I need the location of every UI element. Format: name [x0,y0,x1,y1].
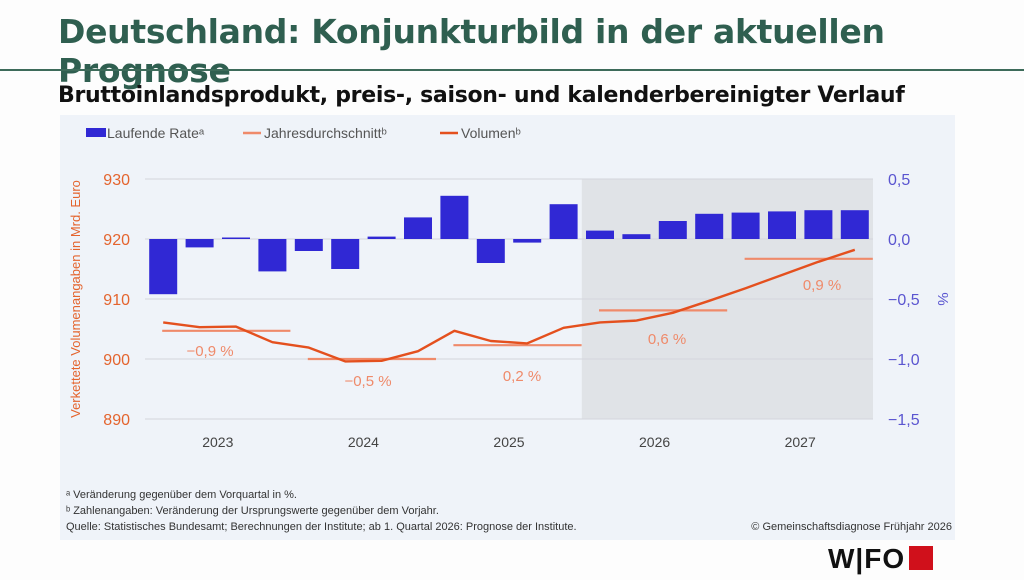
copyright: © Gemeinschaftsdiagnose Frühjahr 2026 [751,521,952,533]
volume-line [163,248,856,363]
left-axis-label: Verkettete Volumenangaben in Mrd. Euro [68,180,83,418]
bar [294,239,323,251]
source-note: Quelle: Statistisches Bundesamt; Berechn… [66,521,577,533]
left-tick-label: 930 [103,172,130,189]
right-tick-label: −1,5 [888,412,920,429]
chart-subtitle: Bruttoinlandsprodukt, preis-, saison- un… [58,83,905,108]
left-tick-label: 910 [103,292,130,309]
right-tick-label: 0,5 [888,172,910,189]
annual-change-label: 0,9 % [803,277,841,294]
right-axis-label: % [934,292,951,305]
annual-change-label: −0,9 % [186,343,233,360]
bar [840,210,869,239]
footnote-b: ᵇ Zahlenangaben: Veränderung der Ursprun… [66,505,439,517]
bar [622,234,651,239]
year-label: 2026 [639,434,670,450]
year-label: 2025 [493,434,524,450]
bar [768,211,796,239]
bar [185,239,214,248]
year-label: 2023 [202,434,233,450]
left-tick-label: 890 [103,412,130,429]
wifo-logo: W|FO [828,543,934,575]
right-tick-label: −0,5 [888,292,920,309]
left-tick-label: 900 [103,352,130,369]
bar [658,221,687,239]
right-tick-label: 0,0 [888,232,910,249]
bar [149,239,178,295]
year-label: 2024 [348,434,379,450]
legend-swatch [86,128,106,137]
bar [440,195,469,239]
bar [549,204,578,239]
bar [222,237,250,239]
year-label: 2027 [785,434,816,450]
right-tick-label: −1,0 [888,352,920,369]
annual-change-label: 0,2 % [503,368,541,385]
bar [258,239,287,272]
bar [695,213,724,239]
bar [804,210,833,239]
bar [331,239,360,269]
legend-label: Jahresdurchschnittᵇ [264,125,387,141]
bar [367,236,396,239]
title-divider [0,69,1024,71]
bar [731,212,760,239]
legend-label: Volumenᵇ [461,125,521,141]
annual-change-label: −0,5 % [344,373,391,390]
bar [404,217,432,239]
bar [586,230,614,239]
left-tick-label: 920 [103,232,130,249]
bar [476,239,505,263]
legend-label: Laufende Rateᵃ [107,125,205,141]
annual-change-label: 0,6 % [648,331,686,348]
bar [513,239,542,243]
footnote-a: ᵃ Veränderung gegenüber dem Vorquartal i… [66,489,297,501]
